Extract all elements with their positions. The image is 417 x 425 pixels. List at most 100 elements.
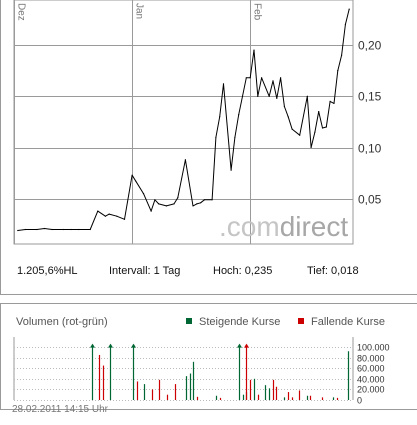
price-point: [62, 228, 65, 231]
price-point: [321, 127, 324, 129]
month-labels: Dez Jan Feb: [16, 3, 263, 21]
month-label: Feb: [252, 3, 263, 21]
price-point: [310, 146, 312, 149]
price-point: [158, 203, 160, 205]
price-point: [215, 136, 217, 138]
volume-bars: [90, 343, 350, 400]
watermark-prefix: .com: [219, 211, 280, 242]
price-point: [333, 102, 335, 104]
price-point: [203, 199, 205, 201]
price-point: [238, 114, 240, 116]
price-y-axis: 0,20 0,15 0,10 0,05: [358, 39, 382, 207]
price-point: [341, 54, 343, 56]
price-point: [165, 205, 167, 207]
price-point: [131, 174, 133, 176]
price-point: [272, 80, 274, 82]
volume-tick-label: 0: [357, 396, 362, 405]
price-point: [104, 215, 106, 217]
price-point: [283, 105, 285, 108]
volume-grid: [13, 337, 354, 401]
price-point: [154, 199, 156, 201]
price-point: [150, 210, 152, 212]
change-percent: 1.205,6%HL: [17, 265, 78, 277]
price-point: [51, 228, 53, 231]
low-label: Tief: 0,018: [307, 265, 359, 277]
price-point: [325, 126, 327, 128]
price-point: [135, 180, 137, 182]
price-point: [314, 131, 316, 133]
price-point: [230, 169, 232, 171]
interval-label: Intervall: 1 Tag: [109, 265, 181, 277]
price-line: [17, 8, 350, 231]
watermark-suffix: direct: [280, 211, 349, 242]
price-point: [219, 116, 221, 118]
price-point: [43, 227, 46, 230]
price-point: [116, 215, 118, 217]
price-point: [24, 228, 26, 231]
price-point: [142, 193, 145, 195]
price-point: [36, 228, 38, 231]
price-point: [257, 95, 259, 97]
price-point: [173, 203, 175, 205]
legend-up-label: Steigende Kurse: [199, 316, 280, 328]
price-point: [280, 77, 282, 79]
legend-down-swatch: [298, 318, 304, 324]
price-point: [261, 77, 263, 79]
price-point: [108, 213, 110, 215]
y-tick-label: 0,10: [358, 142, 382, 156]
price-point: [241, 95, 244, 97]
volume-tick-label: 80.000: [357, 354, 385, 364]
price-point: [192, 205, 194, 207]
price-point: [348, 8, 350, 10]
price-point: [222, 83, 225, 85]
price-point: [287, 116, 289, 118]
volume-tick-label: 40.000: [357, 375, 385, 385]
month-label: Jan: [134, 3, 145, 19]
price-point: [177, 197, 179, 199]
volume-overflow-arrow: [131, 343, 136, 348]
price-point: [299, 134, 301, 136]
high-label: Hoch: 0,235: [213, 265, 273, 277]
price-point: [234, 136, 236, 138]
price-point: [89, 228, 91, 231]
y-tick-label: 0,15: [358, 90, 382, 104]
price-point: [337, 70, 339, 72]
price-point: [184, 159, 186, 161]
legend-up-swatch: [186, 318, 192, 324]
price-point: [123, 218, 126, 220]
volume-chart: Volumen (rot-grün) Steigende Kurse Falle…: [13, 316, 390, 405]
price-point: [329, 100, 331, 102]
price-point: [344, 23, 346, 26]
price-point: [245, 77, 247, 79]
timestamp: 28.02.2011 14:15 Uhr: [12, 404, 109, 415]
watermark: .comdirect: [219, 211, 348, 242]
price-point: [318, 111, 320, 113]
price-point: [268, 95, 270, 97]
price-chart-panel: .comdirect Dez Jan Feb 0,20 0,15 0,10 0,05 1.…: [0, 0, 417, 295]
price-point: [306, 95, 308, 97]
month-label: Dez: [16, 3, 27, 21]
price-point: [70, 228, 72, 231]
price-point: [253, 49, 255, 51]
price-point: [17, 229, 19, 232]
price-series: [17, 8, 350, 232]
volume-tick-label: 20.000: [357, 385, 385, 395]
price-point: [276, 97, 278, 99]
price-point: [78, 228, 80, 231]
volume-tick-label: 60.000: [357, 364, 385, 374]
price-point: [200, 202, 202, 204]
volume-overflow-arrow: [244, 343, 249, 348]
price-point: [196, 203, 198, 205]
price-point: [249, 77, 251, 79]
volume-overflow-arrow: [108, 343, 113, 348]
price-point: [97, 210, 99, 212]
y-tick-label: 0,20: [358, 39, 382, 53]
price-grid: [13, 0, 354, 245]
price-point: [291, 128, 293, 130]
volume-overflow-arrow: [90, 343, 95, 348]
volume-title: Volumen (rot-grün): [16, 316, 108, 328]
price-point: [211, 199, 213, 201]
y-tick-label: 0,05: [358, 193, 382, 207]
volume-overflow-arrow: [237, 343, 242, 348]
